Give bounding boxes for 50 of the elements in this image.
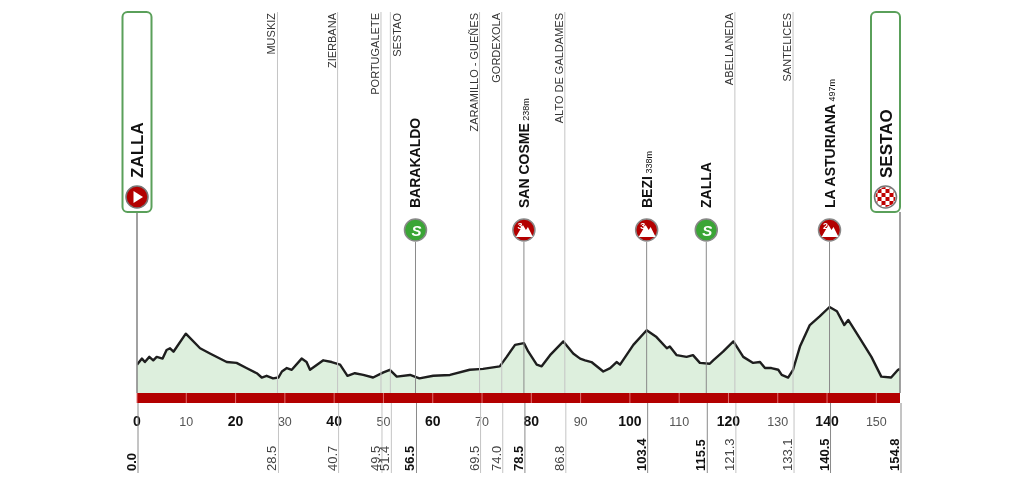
x2-tick-label: 103.4	[633, 437, 649, 471]
ref-line-label: LA ASTURIANA 497m	[821, 79, 838, 208]
ref-line-label: ZIERBANA	[325, 12, 338, 69]
x-tick-label: 150	[865, 415, 887, 429]
x-tick-label: 130	[767, 415, 789, 429]
x-tick-label: 80	[523, 413, 540, 429]
x-tick-label: 120	[716, 413, 741, 429]
x-tick-label: 30	[277, 415, 292, 429]
text: 3	[517, 221, 523, 231]
x-tick-label: 10	[179, 415, 194, 429]
x2-tick-label: 28.5	[264, 445, 280, 471]
x-tick-label: 20	[227, 413, 244, 429]
ref-line-label: SESTAO	[876, 109, 896, 178]
ref-line-label: GORDEXOLA	[489, 12, 502, 83]
x2-tick-label: 56.5	[402, 445, 418, 471]
x-tick-label: 110	[669, 415, 690, 429]
x2-tick-label: 0.0	[124, 452, 139, 471]
x-tick-label: 50	[376, 415, 391, 429]
x2-tick-label: 133.1	[780, 438, 796, 471]
text: S	[411, 221, 422, 239]
text: S	[702, 221, 713, 239]
ref-line-label: SANTELICES	[781, 13, 794, 82]
x2-tick-label: 78.5	[510, 445, 526, 471]
ref-line-label: SESTAO	[390, 12, 403, 57]
ref-line-label: MUSKIZ	[265, 12, 278, 55]
x-tick-label: 140	[815, 413, 839, 429]
x-tick-label: 70	[475, 415, 490, 429]
x2-tick-label: 69.5	[466, 445, 482, 471]
x2-tick-label: 74.0	[488, 445, 504, 471]
x2-tick-label: 121.3	[721, 438, 737, 471]
ref-line-label: BEZI 338m	[638, 151, 655, 208]
ref-line-label: ALTO DE GALDAMES	[552, 13, 565, 124]
x2-tick-label: 140.5	[816, 438, 832, 471]
ref-line-label: ZALLA	[128, 122, 147, 178]
ref-line-label: BARAKALDO	[407, 117, 424, 208]
x2-tick-label: 115.5	[693, 439, 709, 471]
text: 3	[640, 221, 646, 231]
x-tick-label: 0	[133, 413, 142, 429]
x2-tick-label: 154.8	[887, 438, 902, 471]
ref-line-label: PORTUGALETE	[368, 13, 381, 95]
ref-line-label: SAN COSME 238m	[515, 98, 532, 208]
x-tick-label: 60	[424, 413, 441, 429]
x-tick-label: 90	[573, 415, 588, 429]
x2-tick-label: 40.7	[324, 445, 340, 471]
ref-line-label: ZARAMILLO - GUEÑES	[467, 13, 480, 132]
ref-line-label: ABELLANEDA	[722, 12, 735, 86]
x-tick-label: 100	[618, 413, 642, 429]
x2-tick-label: 86.8	[551, 445, 567, 471]
ref-line-label: ZALLA	[698, 162, 715, 208]
x-tick-label: 40	[326, 413, 343, 429]
